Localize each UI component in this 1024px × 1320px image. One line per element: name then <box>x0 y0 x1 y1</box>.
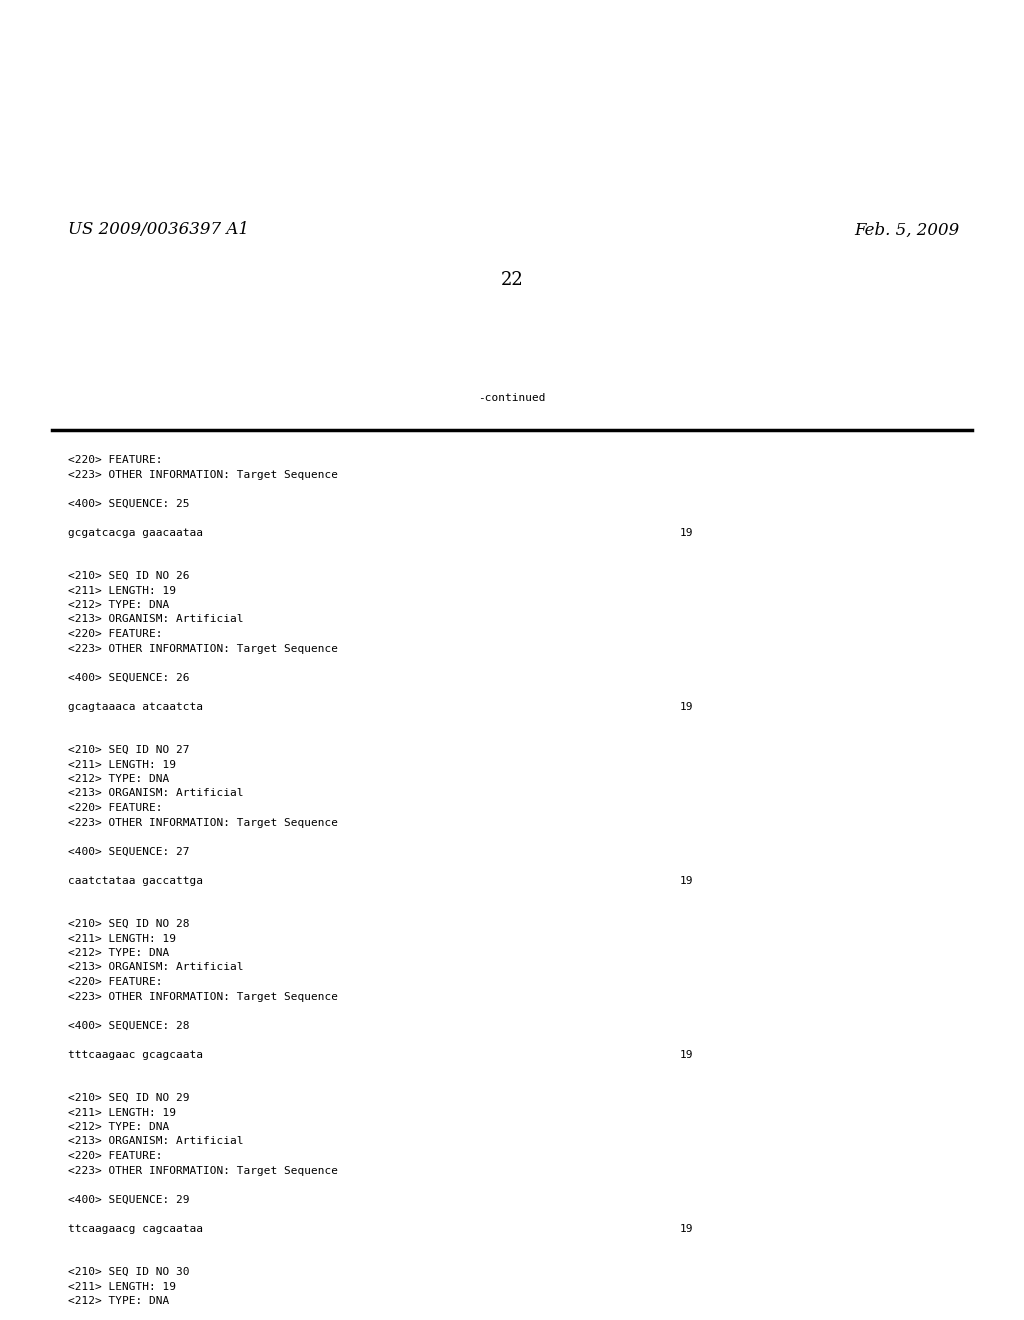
Text: <223> OTHER INFORMATION: Target Sequence: <223> OTHER INFORMATION: Target Sequence <box>68 1166 338 1176</box>
Text: 19: 19 <box>680 875 693 886</box>
Text: <210> SEQ ID NO 27: <210> SEQ ID NO 27 <box>68 744 189 755</box>
Text: <211> LENGTH: 19: <211> LENGTH: 19 <box>68 586 176 595</box>
Text: <400> SEQUENCE: 26: <400> SEQUENCE: 26 <box>68 672 189 682</box>
Text: US 2009/0036397 A1: US 2009/0036397 A1 <box>68 222 249 239</box>
Text: <212> TYPE: DNA: <212> TYPE: DNA <box>68 601 169 610</box>
Text: tttcaagaac gcagcaata: tttcaagaac gcagcaata <box>68 1049 203 1060</box>
Text: <211> LENGTH: 19: <211> LENGTH: 19 <box>68 933 176 944</box>
Text: <211> LENGTH: 19: <211> LENGTH: 19 <box>68 1282 176 1291</box>
Text: <400> SEQUENCE: 25: <400> SEQUENCE: 25 <box>68 499 189 508</box>
Text: <210> SEQ ID NO 29: <210> SEQ ID NO 29 <box>68 1093 189 1104</box>
Text: <211> LENGTH: 19: <211> LENGTH: 19 <box>68 759 176 770</box>
Text: <210> SEQ ID NO 26: <210> SEQ ID NO 26 <box>68 572 189 581</box>
Text: Feb. 5, 2009: Feb. 5, 2009 <box>855 222 961 239</box>
Text: <220> FEATURE:: <220> FEATURE: <box>68 630 163 639</box>
Text: <213> ORGANISM: Artificial: <213> ORGANISM: Artificial <box>68 615 244 624</box>
Text: <210> SEQ ID NO 30: <210> SEQ ID NO 30 <box>68 1267 189 1276</box>
Text: <223> OTHER INFORMATION: Target Sequence: <223> OTHER INFORMATION: Target Sequence <box>68 991 338 1002</box>
Text: <400> SEQUENCE: 27: <400> SEQUENCE: 27 <box>68 846 189 857</box>
Text: <220> FEATURE:: <220> FEATURE: <box>68 977 163 987</box>
Text: <212> TYPE: DNA: <212> TYPE: DNA <box>68 1296 169 1305</box>
Text: <220> FEATURE:: <220> FEATURE: <box>68 1151 163 1162</box>
Text: <223> OTHER INFORMATION: Target Sequence: <223> OTHER INFORMATION: Target Sequence <box>68 644 338 653</box>
Text: gcagtaaaca atcaatcta: gcagtaaaca atcaatcta <box>68 701 203 711</box>
Text: 19: 19 <box>680 701 693 711</box>
Text: ttcaagaacg cagcaataa: ttcaagaacg cagcaataa <box>68 1224 203 1233</box>
Text: <213> ORGANISM: Artificial: <213> ORGANISM: Artificial <box>68 962 244 973</box>
Text: 19: 19 <box>680 1224 693 1233</box>
Text: <210> SEQ ID NO 28: <210> SEQ ID NO 28 <box>68 919 189 929</box>
Text: <223> OTHER INFORMATION: Target Sequence: <223> OTHER INFORMATION: Target Sequence <box>68 470 338 479</box>
Text: <223> OTHER INFORMATION: Target Sequence: <223> OTHER INFORMATION: Target Sequence <box>68 817 338 828</box>
Text: <212> TYPE: DNA: <212> TYPE: DNA <box>68 774 169 784</box>
Text: 19: 19 <box>680 1049 693 1060</box>
Text: caatctataa gaccattga: caatctataa gaccattga <box>68 875 203 886</box>
Text: <213> ORGANISM: Artificial: <213> ORGANISM: Artificial <box>68 788 244 799</box>
Text: 22: 22 <box>501 271 523 289</box>
Text: <400> SEQUENCE: 28: <400> SEQUENCE: 28 <box>68 1020 189 1031</box>
Text: <220> FEATURE:: <220> FEATURE: <box>68 455 163 465</box>
Text: <211> LENGTH: 19: <211> LENGTH: 19 <box>68 1107 176 1118</box>
Text: 19: 19 <box>680 528 693 537</box>
Text: gcgatcacga gaacaataa: gcgatcacga gaacaataa <box>68 528 203 537</box>
Text: <213> ORGANISM: Artificial: <213> ORGANISM: Artificial <box>68 1137 244 1147</box>
Text: -continued: -continued <box>478 393 546 403</box>
Text: <212> TYPE: DNA: <212> TYPE: DNA <box>68 1122 169 1133</box>
Text: <400> SEQUENCE: 29: <400> SEQUENCE: 29 <box>68 1195 189 1204</box>
Text: <220> FEATURE:: <220> FEATURE: <box>68 803 163 813</box>
Text: <212> TYPE: DNA: <212> TYPE: DNA <box>68 948 169 958</box>
